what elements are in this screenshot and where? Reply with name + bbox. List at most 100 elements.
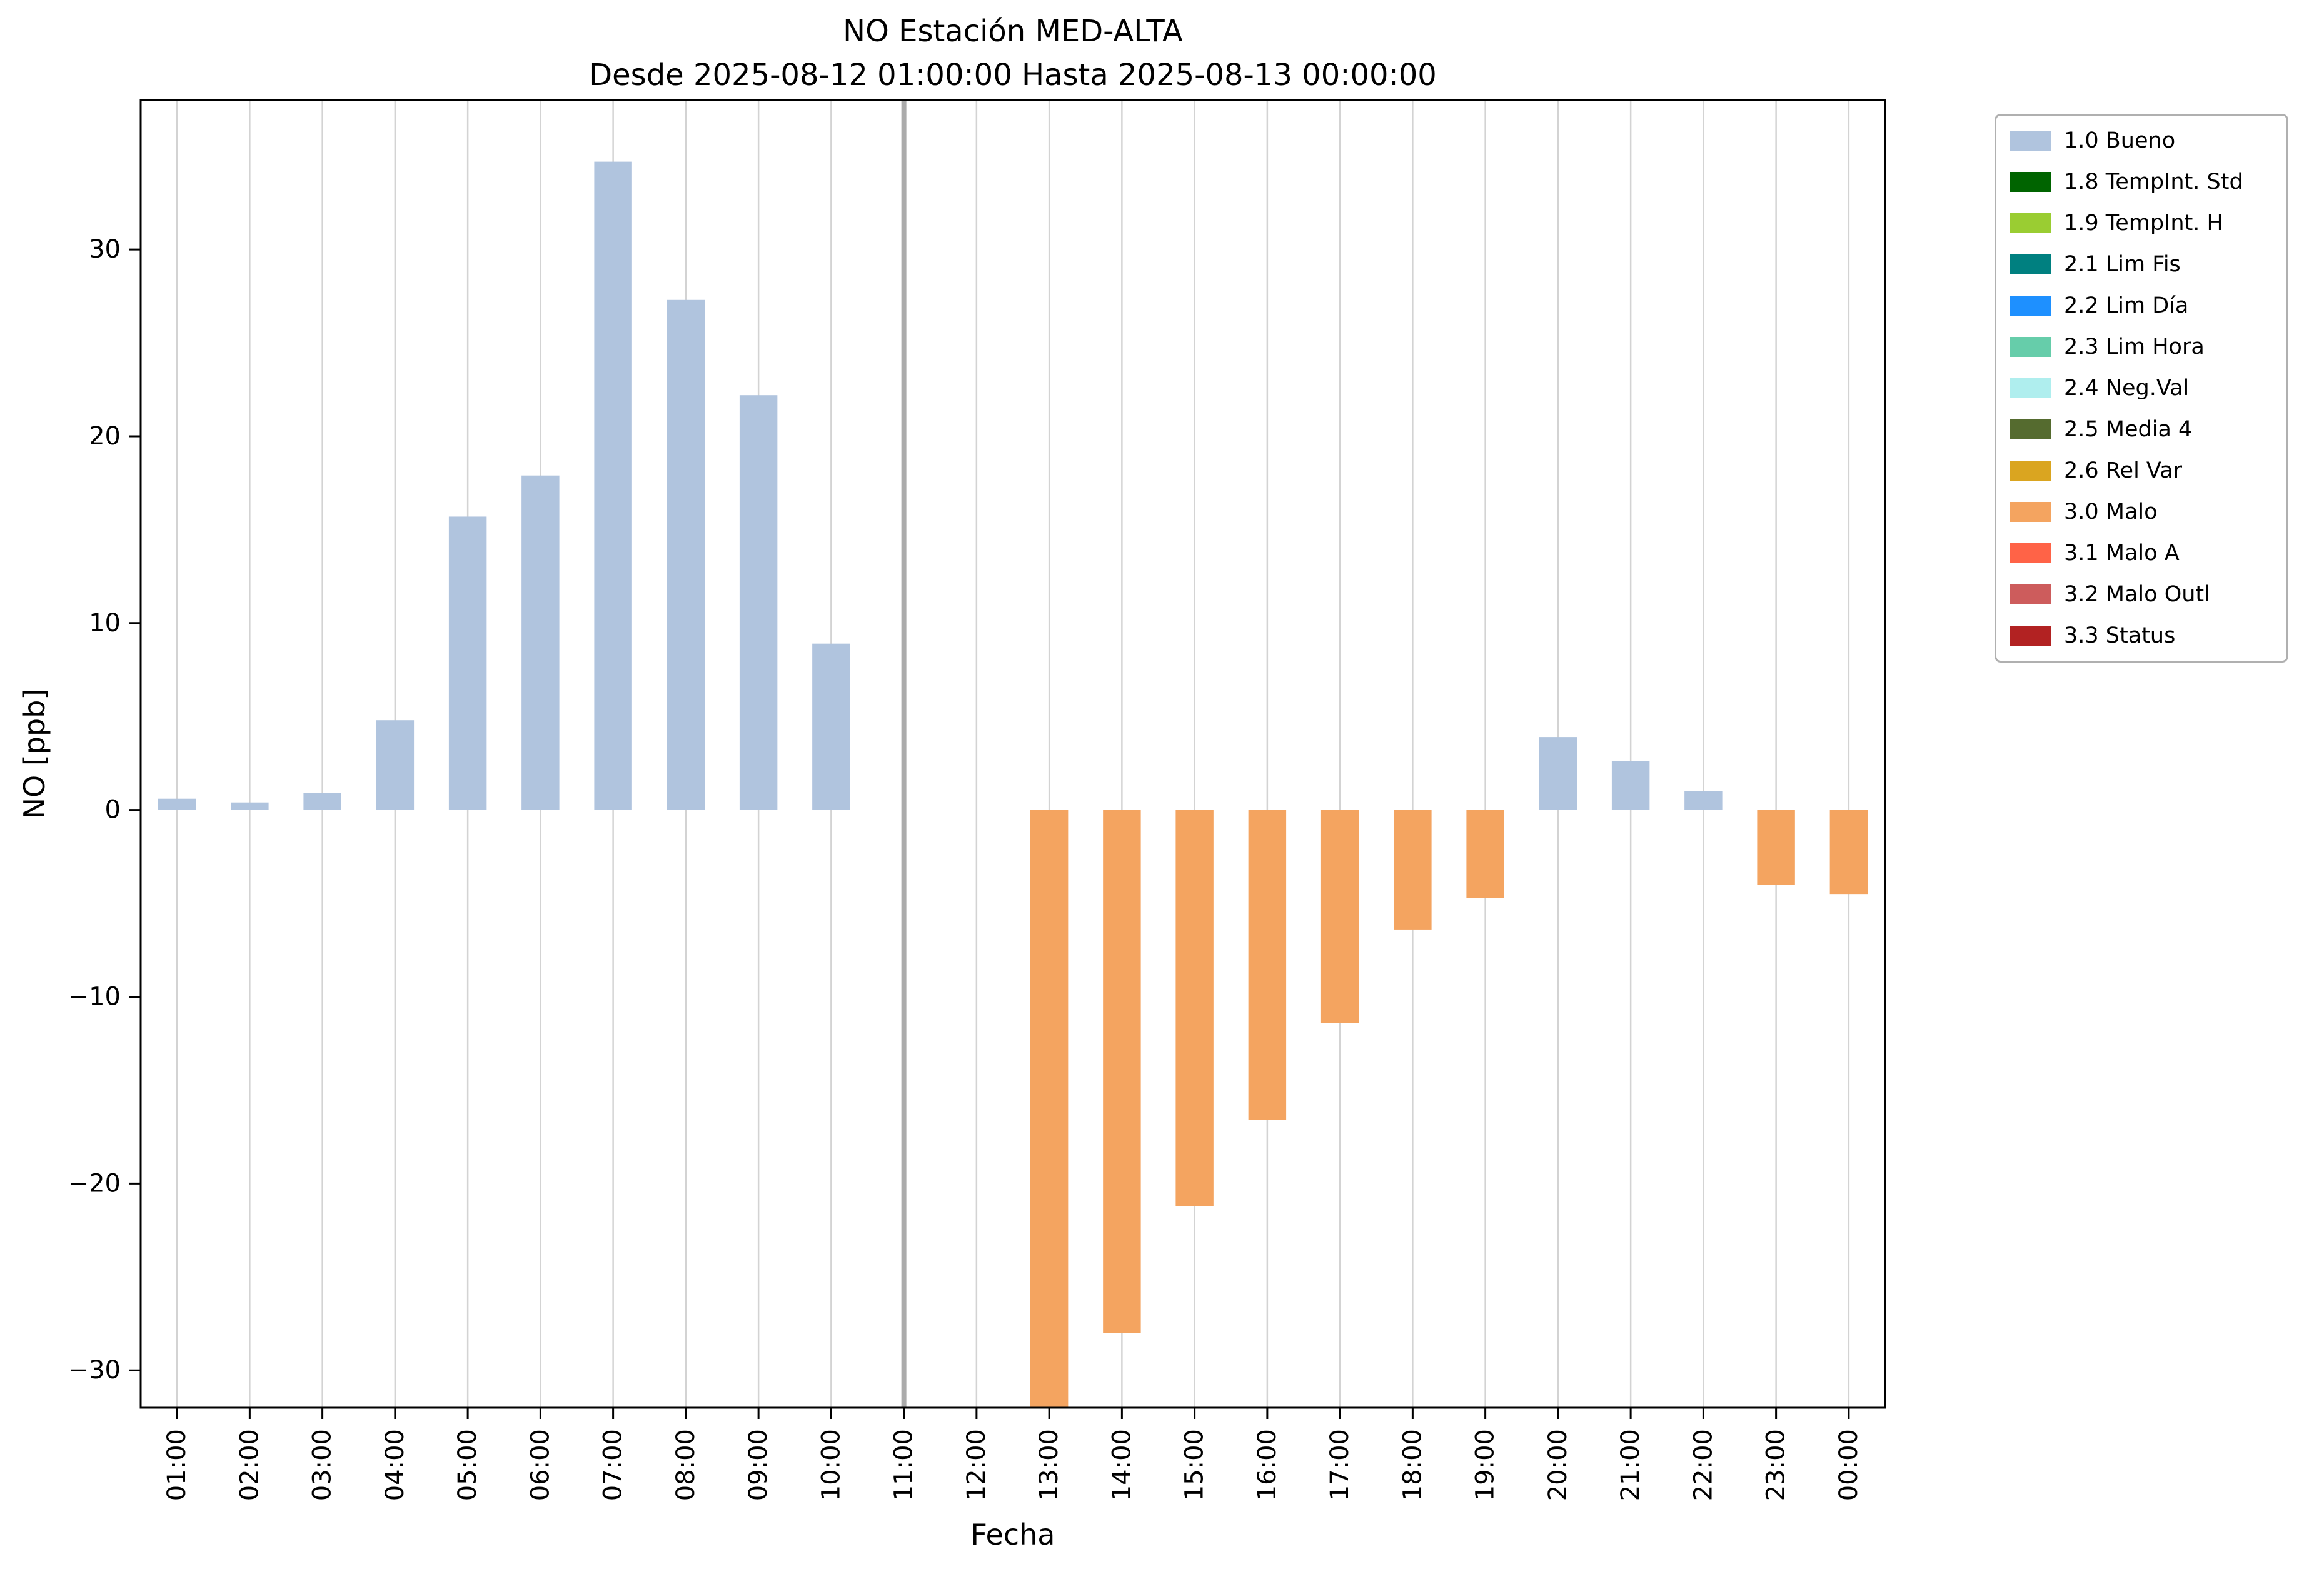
legend-label: 2.1 Lim Fis <box>2064 252 2181 277</box>
bar-08:00 <box>667 299 705 810</box>
x-tick-label: 07:00 <box>599 1429 628 1501</box>
x-tick-label: 01:00 <box>163 1429 191 1501</box>
bar-06:00 <box>521 475 560 810</box>
legend-swatch <box>2010 461 2051 481</box>
bar-04:00 <box>376 720 415 810</box>
legend: 1.0 Bueno 1.8 TempInt. Std 1.9 TempInt. H 2… <box>1995 114 2288 663</box>
bar-07:00 <box>594 161 632 810</box>
legend-swatch <box>2010 543 2051 563</box>
x-tick-label: 15:00 <box>1180 1429 1209 1501</box>
x-tick-label: 00:00 <box>1834 1429 1863 1501</box>
legend-label: 1.0 Bueno <box>2064 128 2176 153</box>
legend-entry: 2.3 Lim Hora <box>2010 334 2273 359</box>
legend-entry: 3.0 Malo <box>2010 499 2273 524</box>
legend-label: 3.3 Status <box>2064 623 2176 648</box>
legend-swatch <box>2010 296 2051 316</box>
chart-title-block: NO Estación MED-ALTA Desde 2025-08-12 01… <box>141 10 1885 97</box>
bar-19:00 <box>1466 810 1504 898</box>
x-tick-label: 08:00 <box>672 1429 700 1501</box>
x-tick-label: 03:00 <box>308 1429 337 1501</box>
bar-10:00 <box>812 643 850 810</box>
legend-swatch <box>2010 378 2051 398</box>
bar-22:00 <box>1684 791 1723 810</box>
bar-01:00 <box>158 798 196 810</box>
bar-09:00 <box>739 395 778 810</box>
bar-03:00 <box>303 793 341 810</box>
bar-18:00 <box>1394 810 1432 930</box>
chart-subtitle: Desde 2025-08-12 01:00:00 Hasta 2025-08-… <box>589 57 1437 93</box>
x-tick-label: 09:00 <box>744 1429 773 1501</box>
legend-label: 2.4 Neg.Val <box>2064 376 2190 401</box>
legend-entry: 2.4 Neg.Val <box>2010 376 2273 401</box>
bar-14:00 <box>1103 810 1141 1333</box>
x-tick-label: 11:00 <box>890 1429 918 1501</box>
x-tick-label: 17:00 <box>1325 1429 1354 1501</box>
legend-label: 3.1 Malo A <box>2064 541 2180 566</box>
bar-00:00 <box>1829 810 1868 895</box>
bar-13:00 <box>1030 810 1069 1408</box>
x-tick-label: 21:00 <box>1616 1429 1645 1501</box>
legend-entry: 2.1 Lim Fis <box>2010 252 2273 277</box>
x-tick-label: 23:00 <box>1762 1429 1791 1501</box>
bar-15:00 <box>1175 810 1214 1206</box>
bar-23:00 <box>1757 810 1795 885</box>
y-tick-label: 20 <box>89 422 121 451</box>
legend-label: 3.0 Malo <box>2064 499 2158 524</box>
legend-entry: 2.5 Media 4 <box>2010 417 2273 442</box>
chart-title: NO Estación MED-ALTA <box>843 14 1183 49</box>
x-tick-label: 02:00 <box>235 1429 264 1501</box>
bar-05:00 <box>448 516 487 810</box>
x-tick-label: 14:00 <box>1107 1429 1136 1501</box>
legend-entry: 1.9 TempInt. H <box>2010 211 2273 236</box>
x-tick-label: 18:00 <box>1398 1429 1427 1501</box>
x-tick-label: 05:00 <box>453 1429 482 1501</box>
x-tick-label: 19:00 <box>1471 1429 1500 1501</box>
y-tick-label: −30 <box>68 1356 121 1385</box>
x-tick-label: 06:00 <box>526 1429 555 1501</box>
legend-entry: 2.6 Rel Var <box>2010 458 2273 483</box>
bar-17:00 <box>1320 810 1359 1023</box>
x-tick-label: 04:00 <box>381 1429 410 1501</box>
x-tick-label: 12:00 <box>962 1429 991 1501</box>
x-tick-label: 10:00 <box>817 1429 845 1501</box>
plot-border <box>139 99 1886 1409</box>
x-tick-label: 16:00 <box>1253 1429 1282 1501</box>
legend-entry: 1.8 TempInt. Std <box>2010 169 2273 194</box>
x-tick-label: 22:00 <box>1689 1429 1718 1501</box>
y-axis-label: NO [ppb] <box>18 688 51 820</box>
legend-swatch <box>2010 172 2051 192</box>
legend-swatch <box>2010 131 2051 151</box>
legend-swatch <box>2010 584 2051 604</box>
legend-label: 2.6 Rel Var <box>2064 458 2182 483</box>
legend-label: 2.3 Lim Hora <box>2064 334 2205 359</box>
y-tick-label: 10 <box>89 609 121 638</box>
legend-entry: 3.2 Malo Outl <box>2010 582 2273 607</box>
legend-label: 2.2 Lim Día <box>2064 293 2189 318</box>
legend-swatch <box>2010 213 2051 233</box>
y-tick-label: −20 <box>68 1169 121 1198</box>
legend-entry: 3.3 Status <box>2010 623 2273 648</box>
legend-label: 2.5 Media 4 <box>2064 417 2193 442</box>
legend-swatch <box>2010 626 2051 646</box>
legend-label: 1.8 TempInt. Std <box>2064 169 2243 194</box>
legend-label: 3.2 Malo Outl <box>2064 582 2210 607</box>
x-tick-label: 13:00 <box>1035 1429 1064 1501</box>
legend-label: 1.9 TempInt. H <box>2064 211 2223 236</box>
bar-02:00 <box>231 802 269 810</box>
y-tick-label: 30 <box>89 235 121 264</box>
x-tick-label: 20:00 <box>1544 1429 1572 1501</box>
y-tick-label: −10 <box>68 983 121 1011</box>
legend-swatch <box>2010 419 2051 439</box>
legend-swatch <box>2010 502 2051 522</box>
legend-entry: 3.1 Malo A <box>2010 541 2273 566</box>
bar-16:00 <box>1248 810 1287 1120</box>
y-tick-label: 0 <box>105 796 121 825</box>
legend-entry: 2.2 Lim Día <box>2010 293 2273 318</box>
x-axis-label: Fecha <box>970 1518 1055 1551</box>
bar-20:00 <box>1539 737 1577 810</box>
legend-swatch <box>2010 254 2051 274</box>
legend-entry: 1.0 Bueno <box>2010 128 2273 153</box>
bar-21:00 <box>1611 761 1650 810</box>
